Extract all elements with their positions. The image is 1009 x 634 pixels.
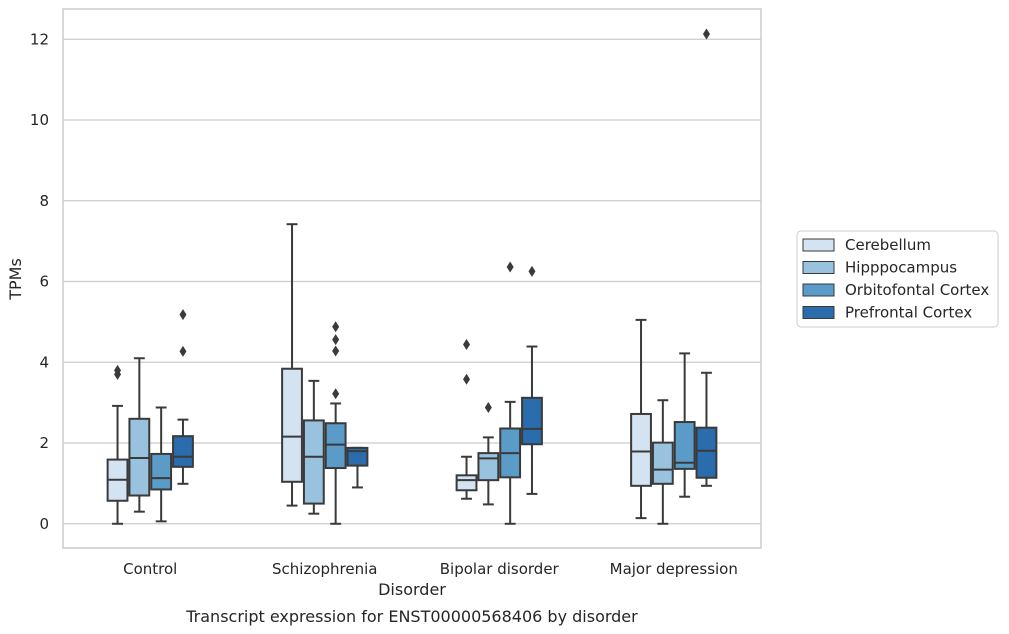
box-group bbox=[172, 309, 194, 485]
axes-layer: 0 2 4 6 8 10 12 Control Schizophrenia Bipolar dis… bbox=[30, 8, 762, 578]
box-iqr bbox=[695, 426, 718, 479]
outlier-point bbox=[332, 345, 340, 357]
box-iqr bbox=[346, 446, 369, 467]
x-axis-title: Disorder bbox=[378, 580, 446, 599]
outlier-point bbox=[332, 321, 340, 333]
legend-swatch bbox=[802, 283, 835, 297]
box-group bbox=[346, 446, 369, 489]
box-iqr bbox=[477, 452, 500, 482]
box-group bbox=[651, 399, 674, 525]
box-group bbox=[695, 28, 718, 487]
y-tick-label: 6 bbox=[39, 273, 49, 291]
outlier-point bbox=[528, 265, 536, 277]
outlier-point bbox=[332, 334, 340, 346]
x-tick-label: Major depression bbox=[610, 560, 738, 578]
box-group bbox=[477, 401, 500, 506]
box-group bbox=[521, 265, 543, 495]
box-iqr bbox=[172, 435, 194, 468]
box-group bbox=[281, 223, 303, 507]
box-group bbox=[673, 352, 696, 498]
legend-label: Hipppocampus bbox=[845, 259, 957, 277]
box-group bbox=[455, 339, 478, 500]
legend: Cerebellum Hipppocampus Orbitofontal Corte… bbox=[796, 230, 999, 328]
boxes-layer bbox=[106, 28, 718, 525]
box-group bbox=[128, 357, 151, 513]
x-tick-label: Bipolar disorder bbox=[440, 560, 560, 578]
box-group bbox=[302, 379, 325, 515]
y-tick-label: 0 bbox=[39, 515, 49, 533]
chart-caption: Transcript expression for ENST0000056840… bbox=[185, 607, 638, 626]
box-iqr bbox=[521, 396, 543, 446]
outlier-point bbox=[114, 364, 122, 376]
box-group bbox=[630, 318, 652, 520]
outlier-point bbox=[484, 401, 492, 413]
x-tick-label: Control bbox=[123, 560, 177, 578]
box-iqr bbox=[281, 367, 303, 483]
box-group bbox=[499, 261, 522, 525]
outlier-point bbox=[179, 345, 187, 357]
legend-label: Cerebellum bbox=[845, 236, 931, 254]
legend-swatch bbox=[802, 306, 835, 319]
legend-label: Prefrontal Cortex bbox=[845, 304, 972, 322]
outlier-point bbox=[506, 261, 514, 273]
outlier-point bbox=[463, 373, 471, 385]
y-tick-label: 10 bbox=[30, 111, 49, 129]
box-group bbox=[324, 321, 347, 525]
legend-frame bbox=[796, 230, 999, 328]
y-tick-label: 8 bbox=[39, 192, 49, 210]
outlier-point bbox=[463, 339, 471, 351]
y-tick-label: 4 bbox=[39, 353, 49, 371]
y-tick-label: 12 bbox=[30, 30, 49, 48]
plot-frame bbox=[62, 8, 762, 549]
box-iqr bbox=[455, 474, 478, 492]
box-iqr bbox=[302, 419, 325, 505]
box-iqr bbox=[630, 412, 652, 487]
outlier-point bbox=[179, 309, 187, 321]
box-group bbox=[150, 406, 173, 523]
legend-swatch bbox=[802, 238, 835, 252]
box-iqr bbox=[150, 452, 173, 491]
outlier-point bbox=[332, 388, 340, 400]
y-tick-label: 2 bbox=[39, 434, 49, 452]
x-tick-label: Schizophrenia bbox=[272, 560, 377, 578]
y-axis-title: TPMs bbox=[6, 258, 25, 301]
box-iqr bbox=[651, 441, 674, 485]
outlier-point bbox=[702, 28, 710, 40]
box-iqr bbox=[673, 421, 696, 470]
box-group bbox=[106, 364, 129, 525]
legend-swatch bbox=[802, 261, 835, 274]
box-iqr bbox=[324, 422, 347, 470]
legend-items: Cerebellum Hipppocampus Orbitofontal Corte… bbox=[802, 236, 989, 322]
legend-label: Orbitofontal Cortex bbox=[845, 281, 989, 299]
